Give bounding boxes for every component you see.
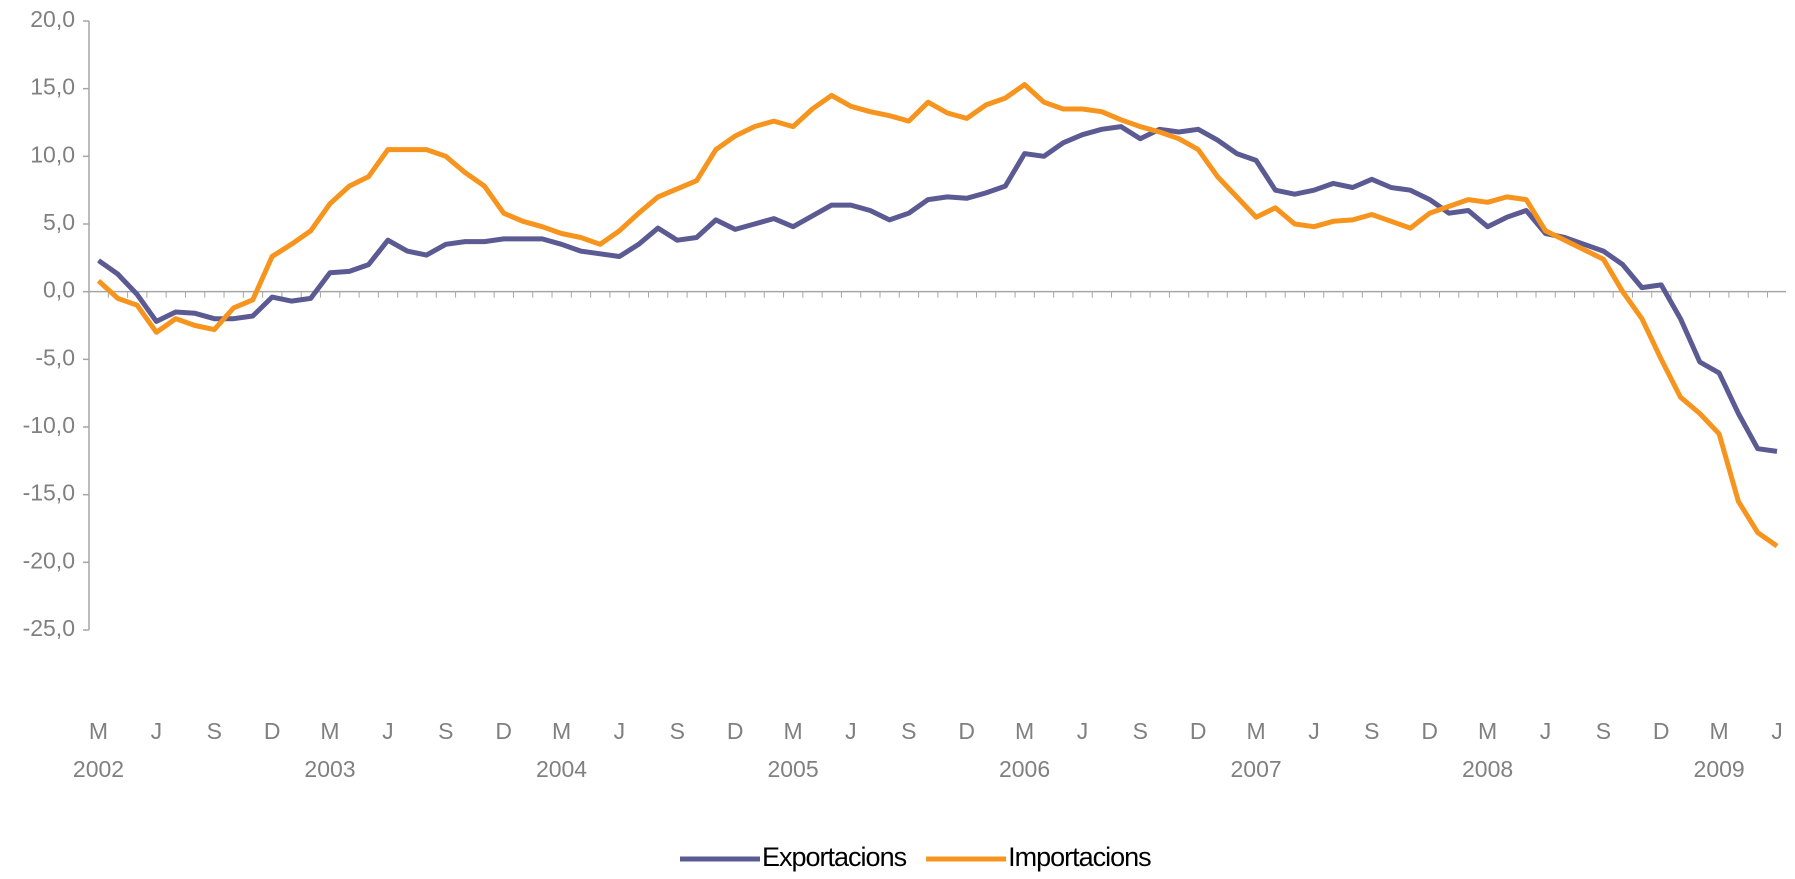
year-label: 2007 — [1231, 756, 1282, 782]
y-tick-label: 15,0 — [30, 74, 75, 100]
year-label: 2008 — [1462, 756, 1513, 782]
x-tick-label: J — [382, 718, 394, 744]
x-tick-label: S — [207, 718, 222, 744]
x-tick-label: J — [1077, 718, 1089, 744]
x-tick-label: S — [670, 718, 685, 744]
y-tick-label: -5,0 — [35, 344, 75, 370]
x-tick-label: J — [1771, 718, 1783, 744]
x-tick-label: J — [1540, 718, 1552, 744]
x-tick-label: J — [151, 718, 163, 744]
y-tick-label: -15,0 — [23, 480, 75, 506]
year-label: 2003 — [304, 756, 355, 782]
x-tick-label: J — [845, 718, 857, 744]
series-line — [97, 124, 1778, 454]
x-tick-label: S — [1133, 718, 1148, 744]
x-tick-label: M — [1710, 718, 1729, 744]
x-tick-label: M — [552, 718, 571, 744]
y-tick-label: 5,0 — [43, 209, 75, 235]
y-tick-label: 0,0 — [43, 277, 75, 303]
year-label: 2004 — [536, 756, 587, 782]
x-tick-label: S — [1364, 718, 1379, 744]
y-tick-label: 10,0 — [30, 141, 75, 167]
x-tick-label: M — [320, 718, 339, 744]
year-label: 2006 — [999, 756, 1050, 782]
x-tick-label: M — [1247, 718, 1266, 744]
x-tick-label: D — [1190, 718, 1207, 744]
series-line — [96, 82, 1779, 549]
legend: Exportacions Importacions — [680, 842, 1152, 872]
x-tick-label: S — [901, 718, 916, 744]
year-label: 2002 — [73, 756, 124, 782]
x-tick-label: S — [438, 718, 453, 744]
year-label: 2005 — [767, 756, 818, 782]
y-tick-label: 20,0 — [30, 6, 75, 32]
x-tick-label: D — [495, 718, 512, 744]
x-tick-label: D — [727, 718, 744, 744]
x-tick-label: D — [1653, 718, 1670, 744]
x-tick-label: J — [614, 718, 626, 744]
y-tick-label: -10,0 — [23, 412, 75, 438]
y-tick-label: -25,0 — [23, 615, 75, 641]
x-tick-label: J — [1308, 718, 1320, 744]
x-tick-label: M — [1478, 718, 1497, 744]
x-tick-label: M — [783, 718, 802, 744]
x-tick-label: S — [1596, 718, 1611, 744]
year-label: 2009 — [1694, 756, 1745, 782]
x-tick-label: D — [264, 718, 281, 744]
x-tick-label: D — [1421, 718, 1438, 744]
legend-label: Importacions — [1008, 842, 1151, 872]
legend-label: Exportacions — [762, 842, 907, 872]
x-tick-label: M — [89, 718, 108, 744]
y-tick-label: -20,0 — [23, 547, 75, 573]
x-tick-label: M — [1015, 718, 1034, 744]
x-tick-label: D — [958, 718, 975, 744]
